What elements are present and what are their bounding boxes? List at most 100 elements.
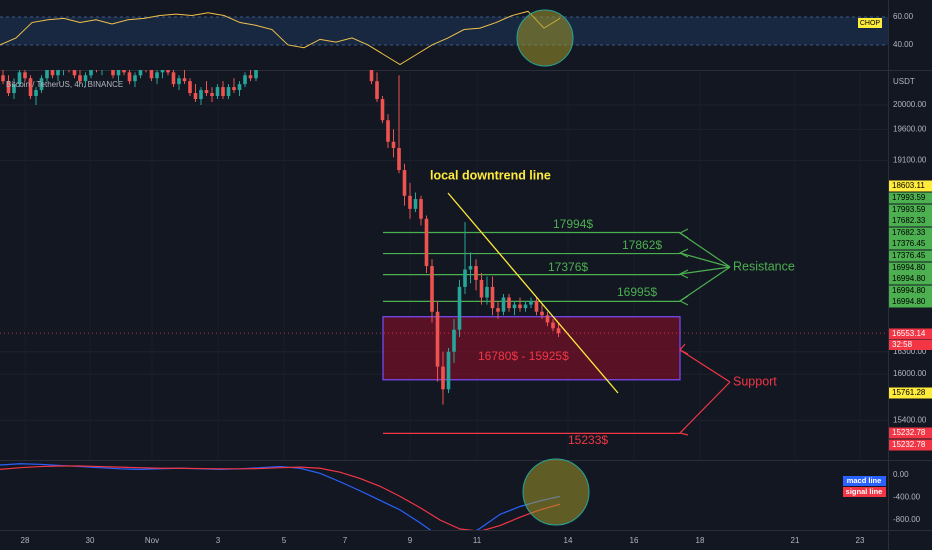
candle-body [199,90,203,100]
candle-body [463,269,467,287]
currency-label: USDT [893,77,915,86]
candle-body [523,304,528,309]
price-tick-label: 15400.00 [893,415,927,424]
annotation: Support [733,374,777,388]
x-tick-label: 28 [21,536,30,545]
chop-tick-label: 40.00 [893,40,914,49]
price-label: 17376.45 [892,239,926,248]
annotation: 15233$ [568,433,608,447]
x-tick-label: 30 [86,536,95,545]
candle-body [171,72,176,85]
candle-body [45,70,49,79]
candle-body [83,75,88,82]
price-label-box [889,387,932,399]
downtrend-line [447,192,619,394]
annotation: local downtrend line [430,168,551,182]
x-tick-label: 16 [630,536,639,545]
candle-body [6,81,11,94]
macd-series-line [0,465,561,530]
candle-body [397,148,401,171]
candle-body [490,286,495,309]
x-tick-label: 7 [343,536,348,545]
price-label: 16994.80 [892,297,926,306]
price-label-box [889,328,932,340]
price-label-box [889,296,932,308]
candle-body [39,78,44,91]
macd-series-line [0,463,561,530]
price-label: 16994.80 [892,286,926,295]
symbol-legend: Bitcoin / TetherUS, 4h, BINANCE [6,80,123,89]
annotation: 17376$ [548,260,588,274]
annotation: 17862$ [622,238,662,252]
candle-body [138,70,143,76]
price-label: 17682.33 [892,228,926,237]
candle-body [160,70,165,73]
candle-body [116,70,121,76]
price-label-box [889,227,932,239]
candle-body [221,87,225,97]
price-label-box [889,192,932,204]
candle-body [34,90,38,97]
candle-body [408,195,412,209]
price-label: 15232.78 [892,440,926,449]
price-tick-label: 20000.00 [893,100,927,109]
candle-body [540,311,544,316]
candle-body [479,279,484,298]
price-label-box [889,285,932,297]
x-tick-label: 11 [473,536,482,545]
candle-body [446,351,451,390]
support-zone [382,316,681,381]
chop-label: CHOP [860,20,881,27]
price-tick-label: 16000.00 [893,369,927,378]
candle-body [12,84,16,94]
macd-legend-label: macd line [847,476,882,485]
candle-body [254,70,258,79]
candle-body [529,301,533,305]
candle-body [89,70,93,76]
annotation: 16995$ [617,285,657,299]
candle-body [556,328,561,334]
price-label-box [889,273,932,285]
candle-body [122,70,126,73]
candle-body [474,266,478,280]
price-label: 17993.59 [892,193,926,202]
macd-legend-label: signal line [846,487,883,496]
candle-body [391,141,396,149]
candle-body [149,70,154,79]
macd-legend-box [843,476,886,486]
candle-body [518,304,522,309]
candle-body [386,120,390,142]
candle-body [243,75,247,85]
candle-body [248,75,253,79]
candle-body [375,81,379,100]
price-label-box [889,180,932,192]
price-label: 17376.45 [892,251,926,260]
chop-band [0,17,888,45]
x-tick-label: 21 [791,536,800,545]
price-label: 15232.78 [892,428,926,437]
price-label-box [889,204,932,216]
candle-body [56,70,60,76]
price-label-box [889,250,932,262]
macd-legend-box [843,487,886,497]
candle-body [424,218,429,267]
candle-body [485,286,489,298]
candle-body [419,199,423,219]
price-label: 16994.80 [892,274,926,283]
candle-body [468,266,473,270]
price-tick-label: 19100.00 [893,156,927,165]
candle-body [441,366,445,390]
candle-body [402,170,407,196]
highlight-circle [516,9,574,67]
candle-body [210,93,214,97]
candle-body [534,301,539,312]
macd-tick-label: 0.00 [893,470,909,479]
support-zone-label: 16780$ - 15925$ [478,349,569,363]
candle-body [435,311,440,367]
chop-tick-label: 60.00 [893,12,914,21]
macd-tick-label: -800.00 [893,515,921,524]
candle-body [23,72,27,79]
candle-body [204,90,209,94]
highlight-circle [522,458,590,526]
